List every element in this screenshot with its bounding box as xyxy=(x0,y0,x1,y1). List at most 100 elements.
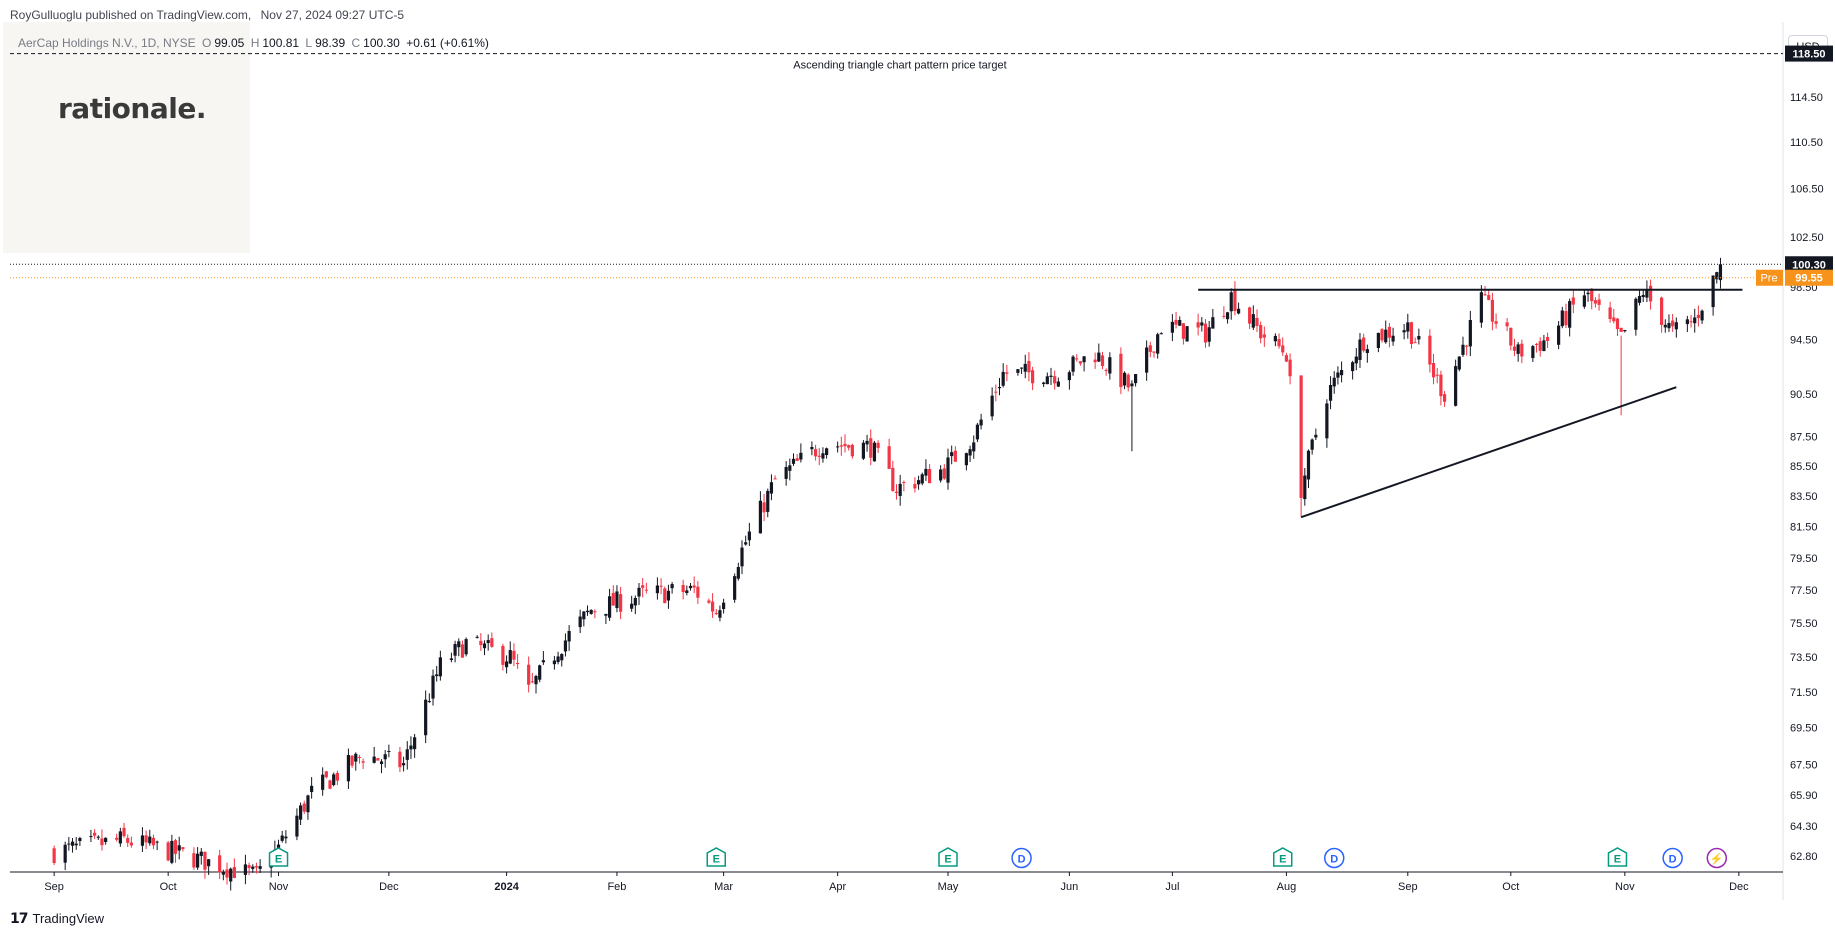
candle-down xyxy=(1222,315,1226,317)
candle-down xyxy=(894,491,899,494)
candle-up xyxy=(306,795,310,813)
y-tick-label: 106.50 xyxy=(1790,183,1824,195)
candle-down xyxy=(1520,343,1524,357)
candle-up xyxy=(1582,295,1586,307)
candle-down xyxy=(1505,322,1509,327)
candle-up xyxy=(1339,370,1344,376)
candle-down xyxy=(1100,355,1105,366)
candle-up xyxy=(1711,275,1715,308)
candle-down xyxy=(1671,320,1675,327)
y-tick-label: 114.50 xyxy=(1790,92,1823,104)
x-tick-label: Apr xyxy=(829,881,846,893)
candle-down xyxy=(254,866,259,868)
y-tick-label: 71.50 xyxy=(1790,687,1818,699)
symbol-name: AerCap Holdings N.V., 1D, NYSE xyxy=(18,36,196,50)
event-label: D xyxy=(1018,854,1026,866)
candle-down xyxy=(1174,319,1178,325)
candle-up xyxy=(990,395,994,417)
candle-down xyxy=(1538,341,1542,351)
candle-up xyxy=(1693,317,1697,324)
candle-down xyxy=(953,450,957,462)
candle-up xyxy=(74,843,78,846)
candle-up xyxy=(221,871,225,875)
candle-down xyxy=(1494,321,1498,324)
candle-up xyxy=(148,836,152,844)
candle-up xyxy=(1417,336,1421,340)
candle-up xyxy=(898,483,902,496)
candle-down xyxy=(232,867,236,878)
candle-down xyxy=(839,445,843,447)
candle-up xyxy=(67,843,71,845)
candle-up xyxy=(615,591,619,609)
candle-down xyxy=(1689,321,1693,323)
candle-up xyxy=(1557,325,1561,345)
y-tick-label: 73.50 xyxy=(1790,652,1818,664)
candle-up xyxy=(1641,294,1645,298)
candle-down xyxy=(1696,314,1700,319)
candle-up xyxy=(1365,349,1369,353)
candle-down xyxy=(93,832,97,836)
candle-down xyxy=(928,469,932,484)
candle-up xyxy=(939,469,943,481)
candle-down xyxy=(593,611,597,613)
candle-up xyxy=(718,610,722,618)
candle-down xyxy=(1196,322,1200,328)
candle-up xyxy=(449,658,454,660)
candle-up xyxy=(541,660,545,663)
candle-down xyxy=(611,592,615,606)
candle-down xyxy=(1027,360,1031,373)
candle-down xyxy=(1428,335,1432,365)
candle-up xyxy=(229,868,233,882)
candle-down xyxy=(1148,345,1152,352)
candle-down xyxy=(1299,375,1303,498)
candles xyxy=(52,257,1723,891)
candle-up xyxy=(788,465,792,471)
candle-up xyxy=(383,754,387,760)
candle-up xyxy=(1178,319,1182,326)
candle-down xyxy=(1409,322,1414,345)
candle-up xyxy=(1071,356,1075,372)
candle-up xyxy=(1402,330,1406,333)
candle-up xyxy=(607,596,612,618)
candle-down xyxy=(1509,327,1513,346)
candle-down xyxy=(357,756,362,758)
close-label: C xyxy=(351,36,361,50)
candle-up xyxy=(1516,344,1520,354)
candle-up xyxy=(243,864,248,875)
publish-header: RoyGulluoglu published on TradingView.co… xyxy=(10,8,410,22)
candle-up xyxy=(1045,376,1049,385)
x-tick-label: 2024 xyxy=(494,881,519,893)
candle-up xyxy=(508,650,512,664)
x-tick-label: Jun xyxy=(1061,881,1079,893)
candle-up xyxy=(972,442,976,452)
candle-down xyxy=(192,853,196,868)
candle-up xyxy=(298,805,303,820)
candle-down xyxy=(1255,317,1259,326)
candle-down xyxy=(1152,351,1156,353)
candle-down xyxy=(1465,345,1469,347)
candle-up xyxy=(655,585,660,594)
candle-up xyxy=(736,567,740,579)
candle-down xyxy=(1233,289,1237,312)
candle-down xyxy=(1203,323,1208,343)
dividend-event-icon xyxy=(1323,847,1345,869)
x-tick-label: Aug xyxy=(1277,881,1297,893)
candle-down xyxy=(225,869,229,878)
candle-up xyxy=(346,755,351,782)
candle-up xyxy=(104,837,108,843)
candle-up xyxy=(63,844,67,863)
low-value: 98.39 xyxy=(315,36,346,50)
candle-down xyxy=(1259,324,1263,339)
candle-up xyxy=(769,482,774,494)
candle-up xyxy=(560,654,564,661)
candle-up xyxy=(332,774,336,786)
event-label: E xyxy=(944,854,951,866)
candle-up xyxy=(688,585,693,589)
candle-down xyxy=(1648,285,1653,302)
publish-date: Nov 27, 2024 09:27 UTC-5 xyxy=(260,8,405,22)
candle-up xyxy=(438,657,442,677)
candle-up xyxy=(1306,450,1311,480)
candle-up xyxy=(666,590,671,601)
split-event-icon xyxy=(1706,847,1728,869)
